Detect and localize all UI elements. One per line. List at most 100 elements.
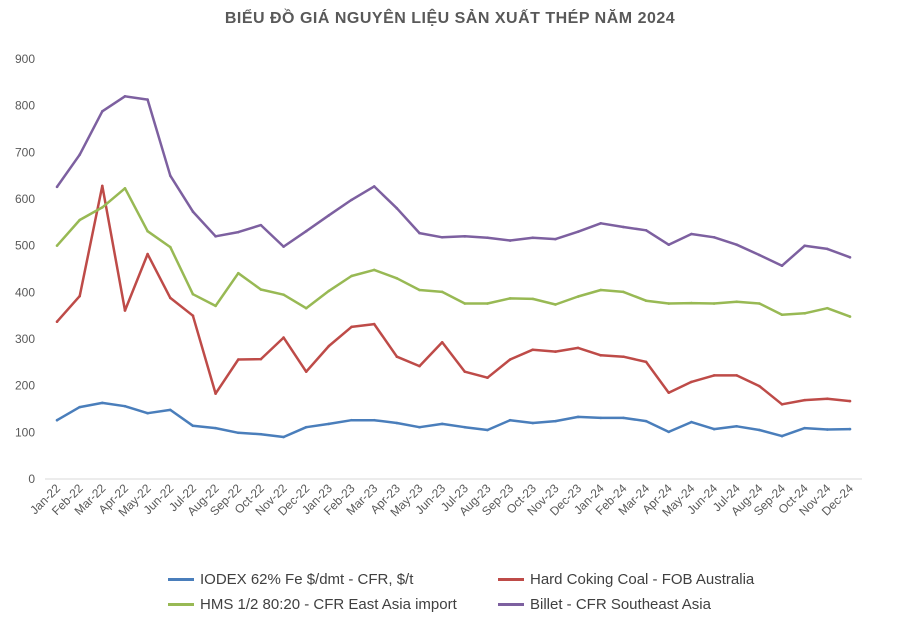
y-tick-label: 0 [28,472,35,486]
data-point [214,235,217,238]
data-point [259,357,263,361]
data-point [78,218,81,222]
data-point [803,426,806,430]
data-point [644,419,648,423]
data-point [214,304,217,308]
data-point [644,360,648,364]
data-point [735,374,739,377]
data-point [531,236,535,240]
chart-title: BIỂU ĐỒ GIÁ NGUYÊN LIỆU SẢN XUẤT THÉP NĂ… [224,10,676,27]
data-point [690,232,693,236]
legend-label: Billet - CFR Southeast Asia [530,596,711,613]
data-point [350,274,353,278]
data-point [554,303,557,306]
data-point [168,408,172,412]
data-point [508,239,512,242]
data-point [350,418,353,422]
data-point [486,376,489,380]
y-tick-label: 500 [15,239,35,253]
data-point [101,206,104,209]
data-point [712,427,716,431]
data-point [690,301,693,305]
data-point [826,428,829,431]
data-point [282,336,285,339]
data-point [282,435,285,439]
data-point [667,243,671,247]
data-point [531,348,535,352]
y-tick-label: 300 [15,332,35,346]
data-point [55,244,59,247]
legend-swatch [168,578,194,581]
data-point [259,288,263,291]
data-point [554,350,557,353]
data-point [531,421,535,425]
data-point [576,415,580,419]
data-point [599,416,603,420]
y-tick-label: 700 [15,145,35,159]
data-point [826,306,829,310]
data-point [418,288,421,292]
data-point [327,289,331,293]
series-line-2 [56,187,851,318]
data-point [667,391,671,394]
data-point [508,418,512,422]
data-point [486,302,489,305]
data-point [350,198,353,202]
data-point [735,424,739,428]
data-point [327,344,331,348]
data-point [554,237,557,241]
data-point [78,294,81,298]
data-point [304,425,308,429]
data-point [304,306,308,310]
data-point [712,302,716,305]
data-point [576,230,580,233]
data-point [372,185,376,188]
data-point [780,264,784,268]
data-point [803,312,806,315]
data-point [622,416,625,420]
data-point [191,424,195,428]
data-point [780,313,784,317]
data-point [463,302,467,305]
data-point [236,431,240,435]
legend-item-2: HMS 1/2 80:20 - CFR East Asia import [168,596,457,613]
data-point [78,153,81,156]
data-point [236,271,240,275]
y-tick-label: 800 [15,99,35,113]
data-point [372,418,376,422]
data-point [350,325,353,329]
data-point [848,427,852,431]
data-point [282,293,285,296]
data-point [327,422,331,426]
data-point [826,247,829,251]
y-tick-label: 900 [15,52,35,66]
data-point [780,434,784,438]
data-point [599,288,603,292]
data-point [236,230,240,234]
data-point [735,300,739,303]
series-line-1 [56,184,851,406]
data-point [168,296,172,300]
data-point [758,253,761,257]
data-point [758,302,761,305]
series-line-0 [56,401,851,439]
data-point [259,432,263,436]
data-point [418,231,421,235]
data-point [55,320,59,324]
data-point [463,235,467,238]
data-point [848,399,852,403]
data-point [395,207,399,210]
data-point [55,185,59,189]
data-point [146,411,149,415]
legend-swatch [168,603,194,606]
data-point [214,392,217,395]
data-point [780,403,784,406]
y-tick-label: 600 [15,192,35,206]
legend-label: Hard Coking Coal - FOB Australia [530,571,755,588]
data-point [55,418,59,422]
legend-swatch [498,578,524,581]
data-point [395,421,399,425]
data-point [259,223,263,227]
